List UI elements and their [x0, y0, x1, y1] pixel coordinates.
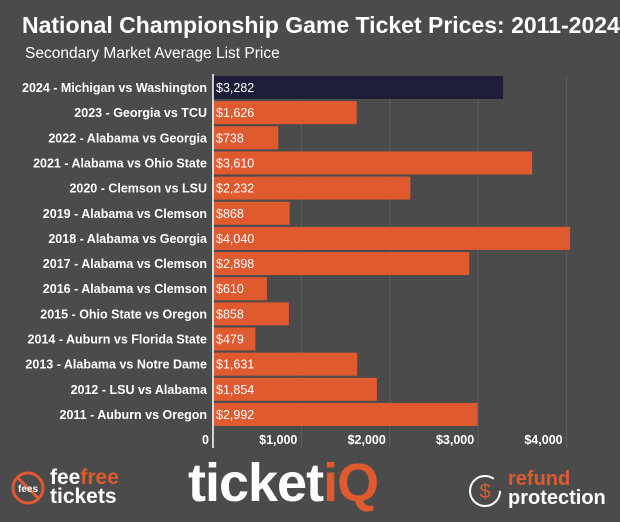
bar-chart: 0 $1,000 $2,000 $3,000 $4,000 2024 - Michigan…	[22, 74, 571, 448]
category-label: 2012 - LSU vs Alabama	[71, 383, 208, 397]
data-label: $738	[216, 131, 244, 145]
svg-text:fees: fees	[18, 484, 38, 495]
bar	[213, 402, 478, 426]
refund-dollar-icon: $	[469, 475, 501, 507]
category-label: 2018 - Alabama vs Georgia	[48, 232, 208, 246]
x-tick-label: $1,000	[259, 433, 297, 447]
data-label: $858	[216, 307, 244, 321]
bar	[213, 327, 256, 351]
data-label: $1,631	[216, 358, 254, 372]
ticketiq-logo: ticketiQ	[188, 452, 379, 514]
bar	[213, 76, 504, 99]
svg-text:$: $	[479, 481, 490, 503]
x-tick-label: $3,000	[436, 433, 474, 447]
bar	[213, 101, 357, 125]
bar	[213, 226, 571, 250]
category-label: 2023 - Georgia vs TCU	[74, 106, 207, 120]
bar	[213, 302, 289, 326]
feefree-logo: fees feefree tickets	[8, 460, 138, 510]
feefree-word2: free	[80, 466, 119, 489]
category-label: 2017 - Alabama vs Clemson	[43, 257, 207, 271]
bar	[213, 126, 279, 150]
x-tick-label: $2,000	[348, 433, 386, 447]
category-label: 2013 - Alabama vs Notre Dame	[25, 358, 207, 372]
bar	[213, 252, 470, 276]
data-label: $2,898	[216, 257, 254, 271]
category-label: 2024 - Michigan vs Washington	[22, 81, 207, 95]
x-tick-label: 0	[202, 433, 209, 447]
data-label: $868	[216, 207, 244, 221]
ticketiq-part2: iQ	[323, 453, 379, 513]
data-label: $4,040	[216, 232, 254, 246]
bar	[213, 201, 290, 225]
refund-protection-logo: $ refund protection	[466, 460, 616, 515]
x-tick-label: $4,000	[524, 433, 562, 447]
data-label: $2,992	[216, 408, 254, 422]
feefree-word1: fee	[50, 466, 81, 489]
chart-subtitle: Secondary Market Average List Price	[25, 45, 280, 62]
category-label: 2019 - Alabama vs Clemson	[43, 207, 207, 221]
refund-word1: refund	[508, 468, 571, 490]
chart-title: National Championship Game Ticket Prices…	[22, 12, 620, 38]
category-label: 2014 - Auburn vs Florida State	[28, 333, 207, 347]
data-label: $2,232	[216, 182, 254, 196]
category-label: 2022 - Alabama vs Georgia	[48, 131, 208, 145]
data-label: $1,854	[216, 383, 254, 397]
bar	[213, 176, 411, 200]
category-label: 2020 - Clemson vs LSU	[69, 182, 207, 196]
bar	[213, 377, 377, 401]
data-label: $3,610	[216, 156, 254, 170]
feefree-word3: tickets	[50, 485, 117, 508]
category-label: 2016 - Alabama vs Clemson	[43, 282, 207, 296]
data-label: $1,626	[216, 106, 254, 120]
bar	[213, 352, 358, 376]
data-label: $3,282	[216, 81, 254, 95]
data-label: $610	[216, 282, 244, 296]
data-label: $479	[216, 333, 244, 347]
category-label: 2011 - Auburn vs Oregon	[60, 408, 208, 422]
ticketiq-part1: ticket	[188, 453, 324, 513]
no-fees-icon: fees	[11, 471, 45, 505]
bar	[213, 151, 533, 175]
category-label: 2015 - Ohio State vs Oregon	[40, 307, 207, 321]
refund-word2: protection	[508, 487, 606, 509]
category-label: 2021 - Alabama vs Ohio State	[33, 156, 207, 170]
bar	[213, 277, 267, 301]
